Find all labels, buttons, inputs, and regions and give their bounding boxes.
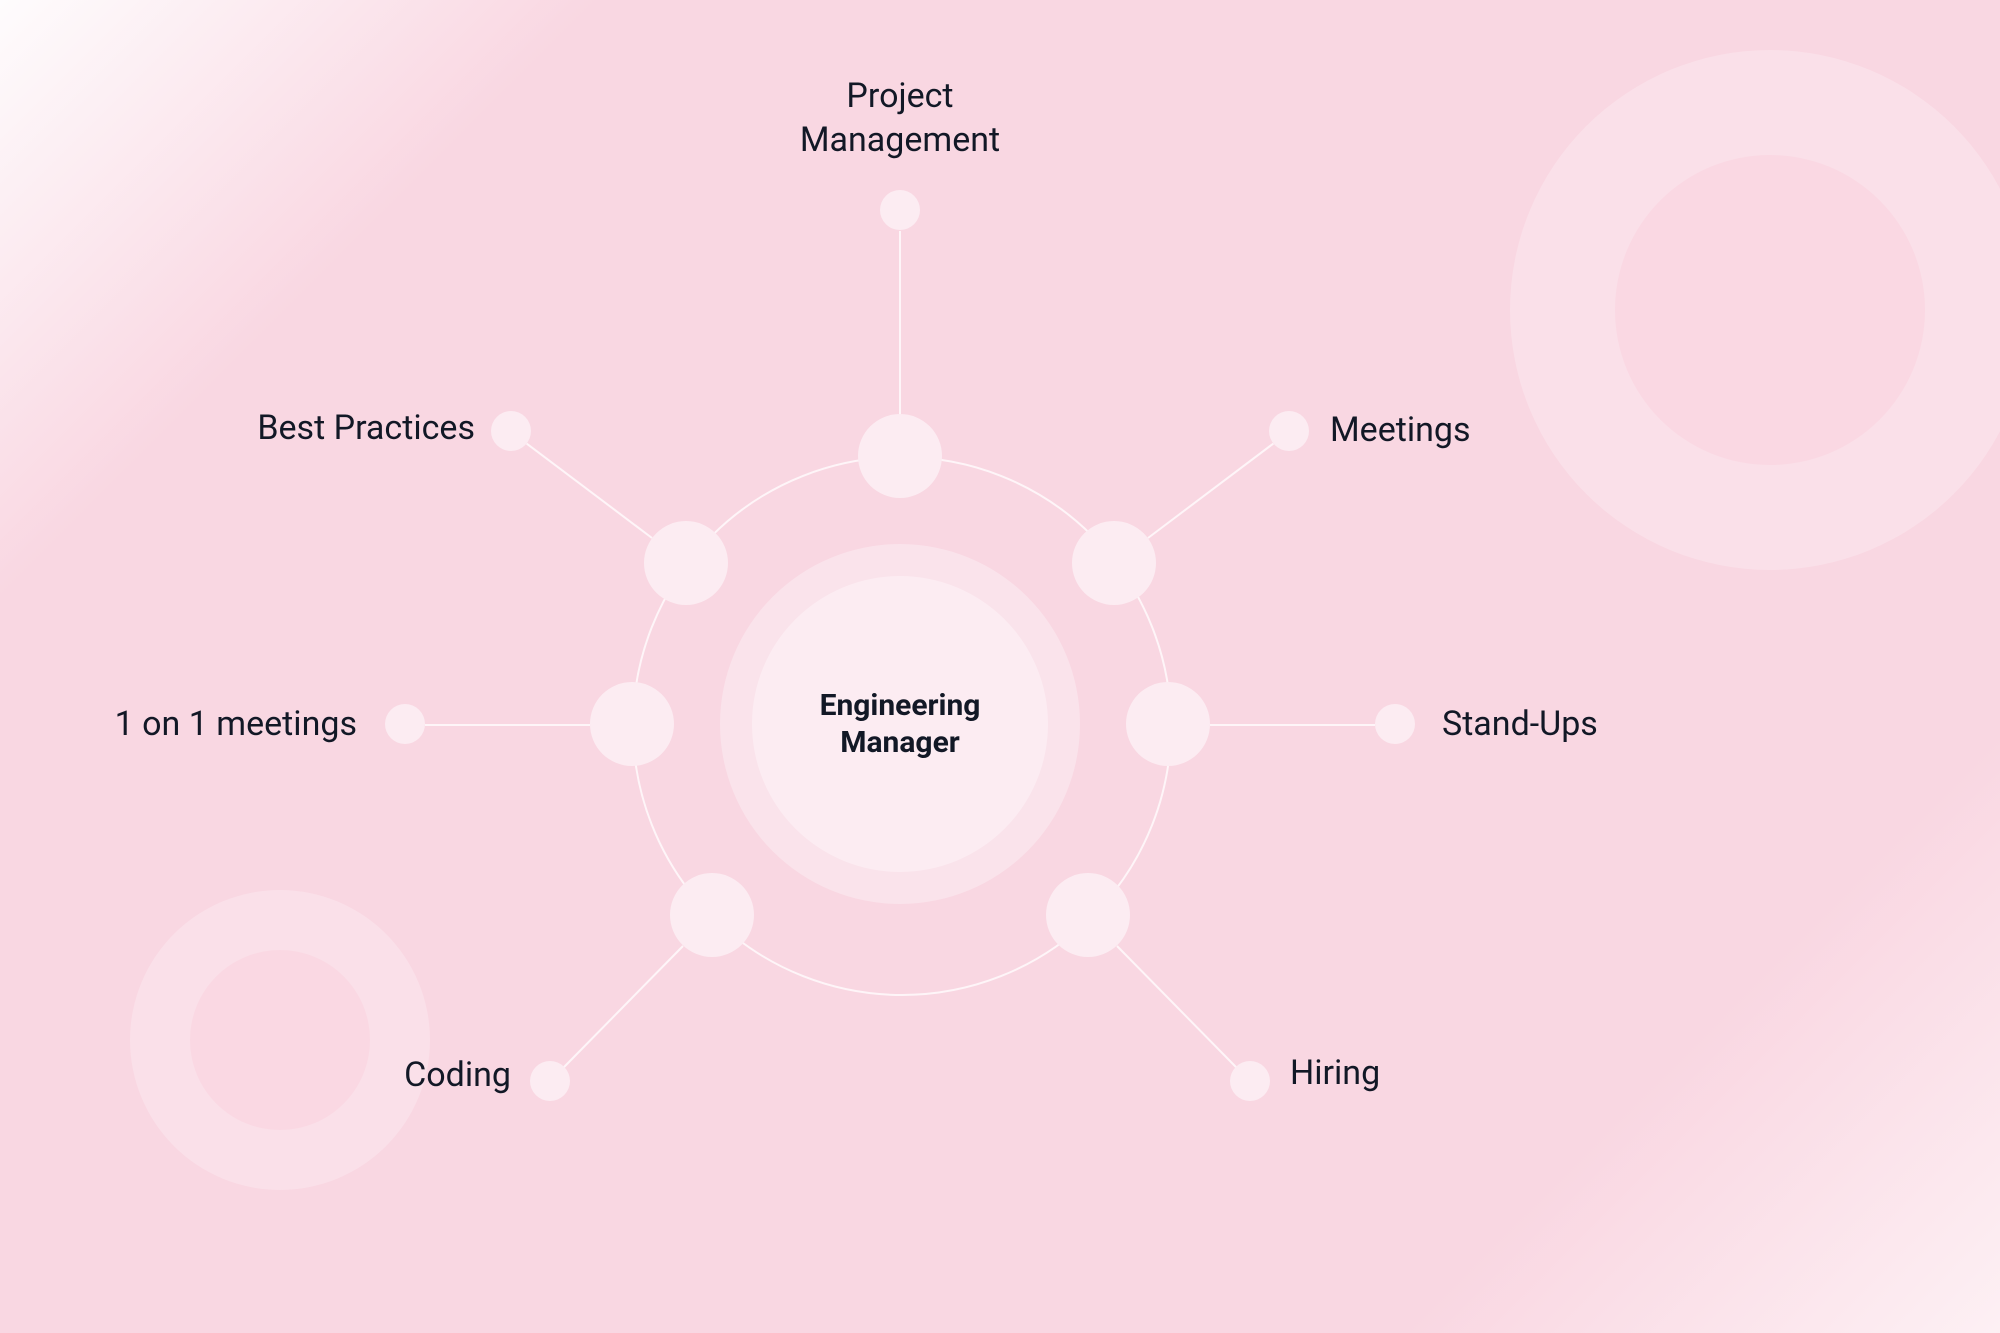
orbit-node-meetings bbox=[1072, 521, 1156, 605]
center-label: Engineering Manager bbox=[820, 687, 981, 762]
endpoint-dot-hiring bbox=[1230, 1061, 1270, 1101]
endpoint-dot-coding bbox=[530, 1061, 570, 1101]
endpoint-dot-one-on-one bbox=[385, 704, 425, 744]
decor-circle-inner bbox=[1615, 155, 1925, 465]
orbit-node-project-management bbox=[858, 414, 942, 498]
spoke-line-stand-ups bbox=[1210, 724, 1375, 726]
orbit-node-stand-ups bbox=[1126, 682, 1210, 766]
orbit-node-one-on-one bbox=[590, 682, 674, 766]
endpoint-dot-best-practices bbox=[491, 411, 531, 451]
label-meetings: Meetings bbox=[1330, 408, 1471, 452]
label-hiring: Hiring bbox=[1290, 1051, 1380, 1095]
label-project-management: Project Management bbox=[800, 74, 1000, 162]
label-coding: Coding bbox=[404, 1053, 511, 1097]
orbit-node-hiring bbox=[1046, 873, 1130, 957]
label-best-practices: Best Practices bbox=[257, 406, 475, 450]
label-stand-ups: Stand-Ups bbox=[1442, 702, 1598, 746]
orbit-node-best-practices bbox=[644, 521, 728, 605]
spoke-line-one-on-one bbox=[425, 724, 590, 726]
endpoint-dot-project-management bbox=[880, 190, 920, 230]
spoke-line-project-management bbox=[899, 231, 901, 415]
endpoint-dot-meetings bbox=[1269, 411, 1309, 451]
diagram-canvas: Engineering Manager Project Management Me… bbox=[0, 0, 2000, 1333]
decor-circle-inner bbox=[190, 950, 370, 1130]
endpoint-dot-stand-ups bbox=[1375, 704, 1415, 744]
center-disc: Engineering Manager bbox=[752, 576, 1048, 872]
orbit-node-coding bbox=[670, 873, 754, 957]
label-one-on-one: 1 on 1 meetings bbox=[115, 702, 357, 746]
